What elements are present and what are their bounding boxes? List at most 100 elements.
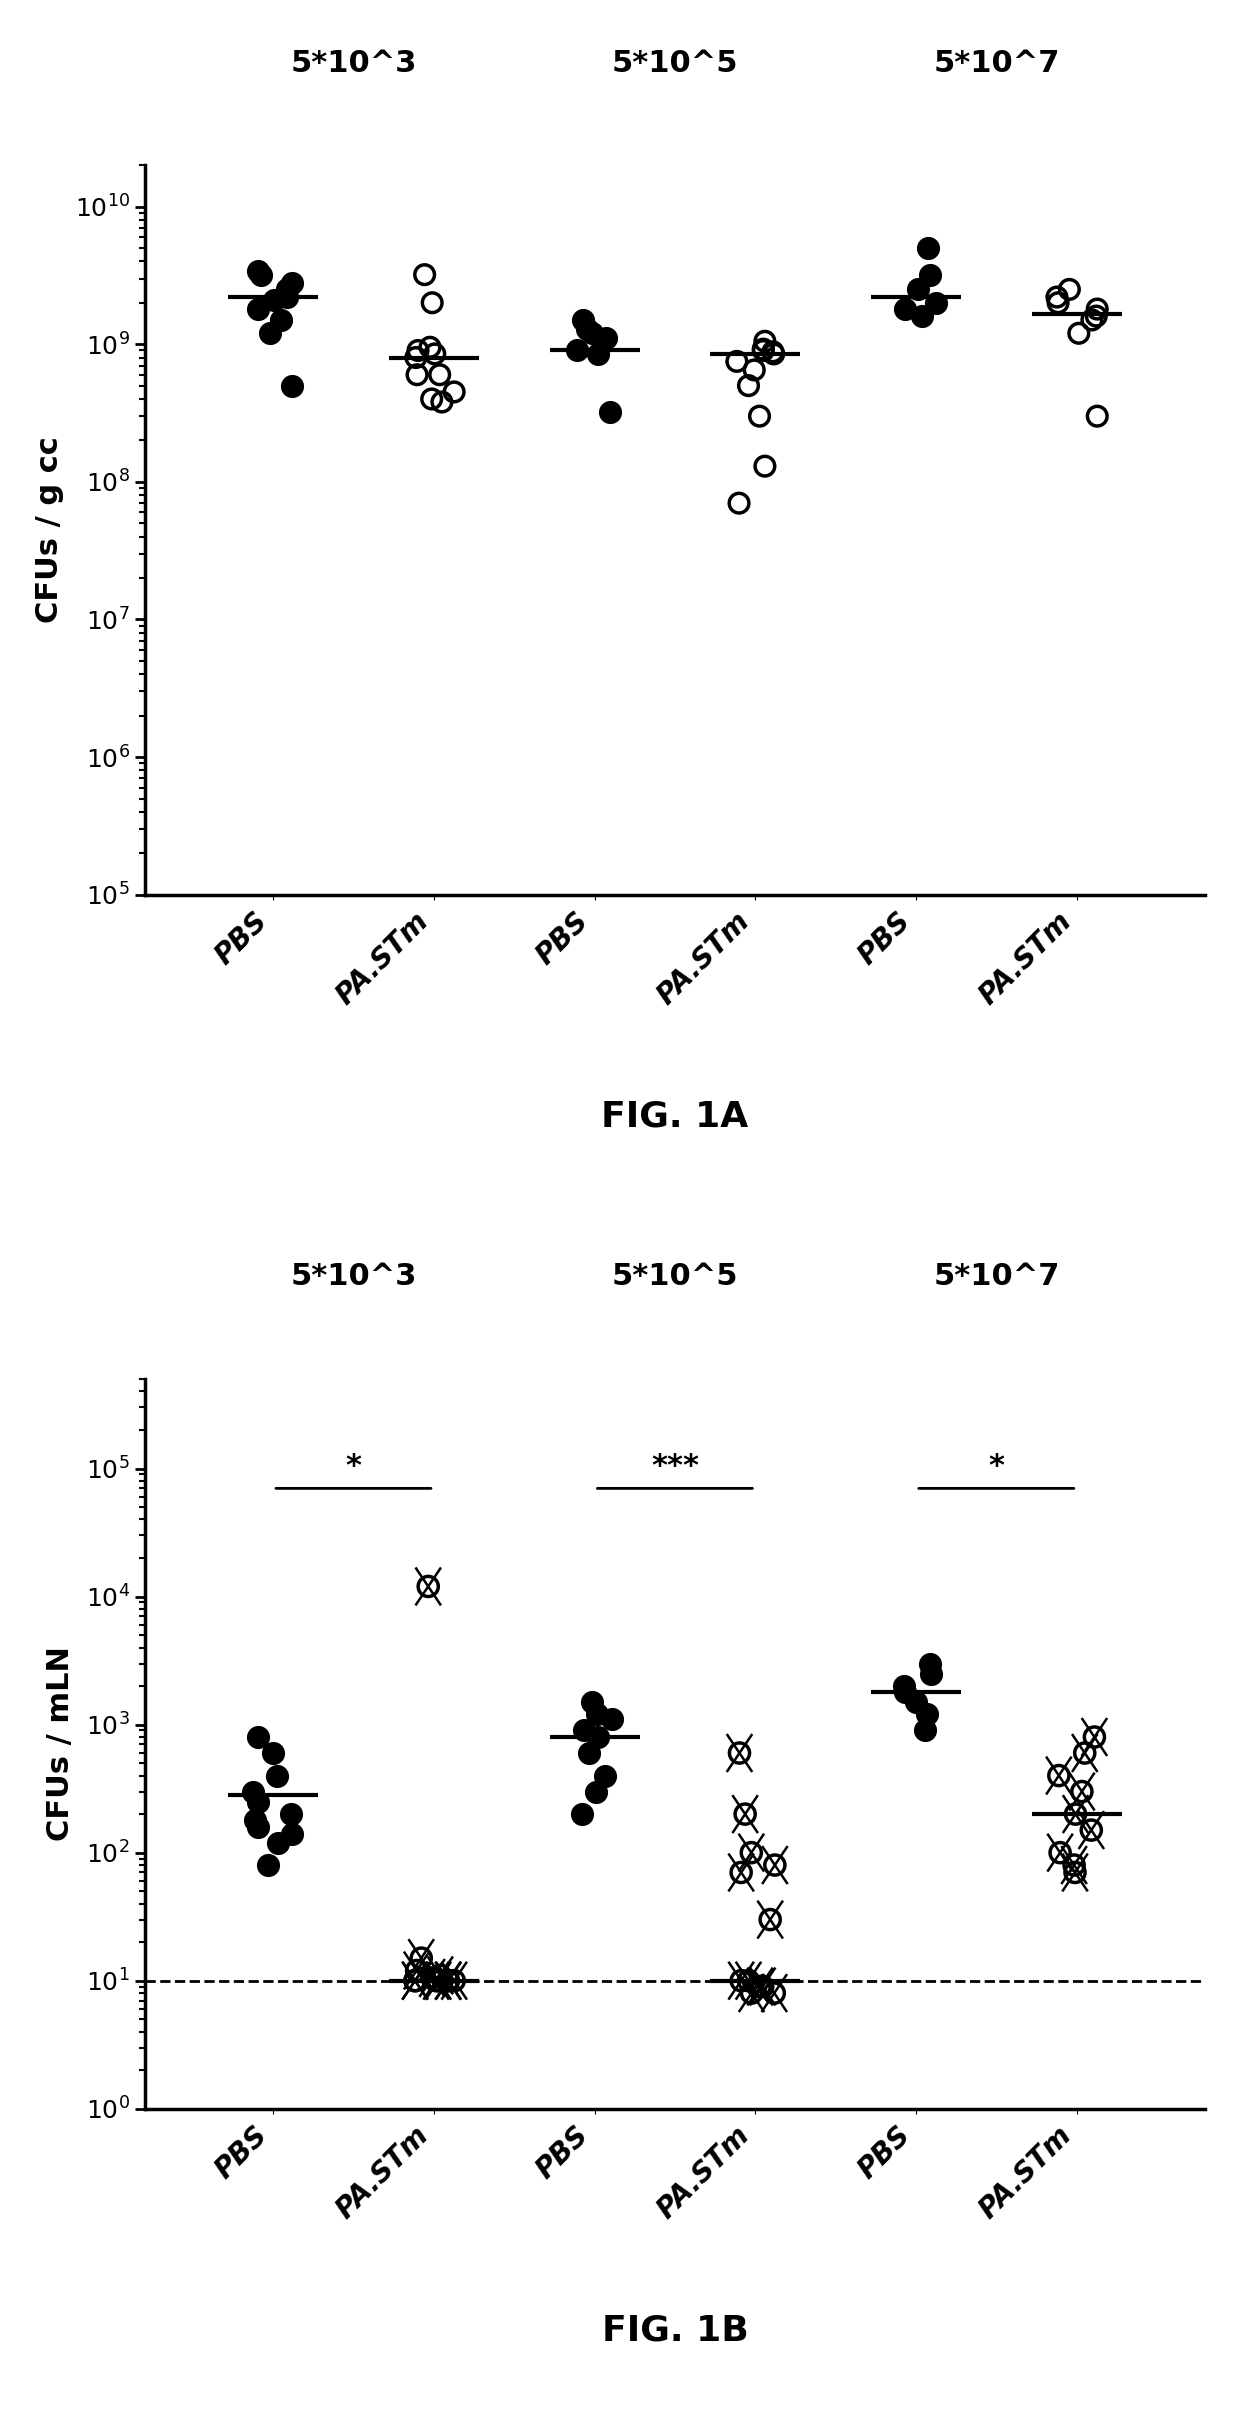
Point (1047, 278, 1066, 316)
Point (430, 355, 450, 393)
Text: 5*10^7: 5*10^7 (934, 1263, 1059, 1291)
Point (894, 1666, 914, 1704)
Point (260, 314, 280, 352)
Point (432, 384, 451, 422)
Point (248, 1719, 268, 1757)
Point (405, 1960, 425, 1999)
Point (755, 447, 775, 485)
Point (264, 280, 284, 319)
Point (422, 379, 441, 418)
Point (405, 1960, 425, 1999)
Point (729, 483, 749, 521)
Point (735, 1794, 755, 1832)
Point (428, 1960, 448, 1999)
Point (1049, 1757, 1069, 1796)
Point (750, 396, 770, 435)
Point (764, 336, 784, 374)
Text: FIG. 1A: FIG. 1A (601, 1098, 749, 1132)
Point (755, 321, 775, 360)
Point (407, 1951, 427, 1989)
Text: 5*10^7: 5*10^7 (934, 48, 1059, 77)
Text: FIG. 1B: FIG. 1B (601, 2313, 748, 2346)
Point (895, 1673, 915, 1712)
Point (263, 1733, 283, 1772)
Point (913, 297, 932, 336)
Point (1083, 302, 1102, 340)
Point (572, 1794, 591, 1832)
Point (732, 1960, 751, 1999)
Point (1081, 1810, 1101, 1849)
Point (742, 1832, 761, 1871)
Point (744, 350, 764, 389)
Point (281, 1794, 301, 1832)
Point (423, 282, 443, 321)
Point (578, 309, 598, 348)
Point (422, 1958, 441, 1996)
Text: ***: *** (651, 1451, 699, 1480)
Point (1069, 314, 1089, 352)
Point (444, 1960, 464, 1999)
Point (246, 1801, 265, 1839)
Point (1087, 396, 1107, 435)
Point (739, 1960, 759, 1999)
Point (430, 1955, 450, 1994)
Point (916, 1695, 936, 1733)
Point (579, 1733, 599, 1772)
Point (764, 1975, 784, 2013)
Point (895, 290, 915, 328)
Point (905, 1683, 925, 1721)
Point (1087, 290, 1107, 328)
Point (243, 1772, 263, 1810)
Point (407, 355, 427, 393)
Point (439, 1960, 459, 1999)
Point (283, 263, 303, 302)
Point (742, 1975, 761, 2013)
Point (918, 229, 937, 268)
Point (1071, 1772, 1091, 1810)
Point (595, 1757, 615, 1796)
Point (272, 302, 291, 340)
Point (750, 1967, 770, 2006)
Point (438, 1960, 458, 1999)
Point (763, 333, 782, 372)
Point (587, 1772, 606, 1810)
Point (920, 256, 940, 295)
Point (283, 367, 303, 406)
Point (588, 1695, 608, 1733)
Point (1086, 297, 1106, 336)
Point (583, 1683, 603, 1721)
Point (596, 319, 616, 357)
Point (920, 1644, 940, 1683)
Point (729, 1733, 749, 1772)
Point (418, 1567, 438, 1605)
Point (739, 367, 759, 406)
Point (727, 343, 746, 381)
Point (760, 1900, 780, 1938)
Point (754, 331, 774, 369)
Point (427, 1960, 446, 1999)
Point (574, 1712, 594, 1750)
Point (412, 1938, 432, 1977)
Point (588, 1719, 608, 1757)
Point (589, 336, 609, 374)
Point (268, 1823, 288, 1861)
Point (248, 1808, 268, 1847)
Point (444, 372, 464, 410)
Point (921, 1654, 941, 1692)
Text: *: * (346, 1451, 361, 1480)
Point (258, 1847, 278, 1885)
Point (425, 336, 445, 374)
Point (250, 256, 270, 295)
Point (601, 1699, 621, 1738)
Point (1065, 1854, 1085, 1893)
Point (277, 270, 296, 309)
Point (268, 1757, 288, 1796)
Point (915, 1712, 935, 1750)
Point (765, 1847, 785, 1885)
Point (1065, 1794, 1085, 1832)
Point (1048, 282, 1068, 321)
Point (568, 331, 588, 369)
Point (600, 393, 620, 432)
Point (281, 1815, 301, 1854)
Point (414, 256, 434, 295)
